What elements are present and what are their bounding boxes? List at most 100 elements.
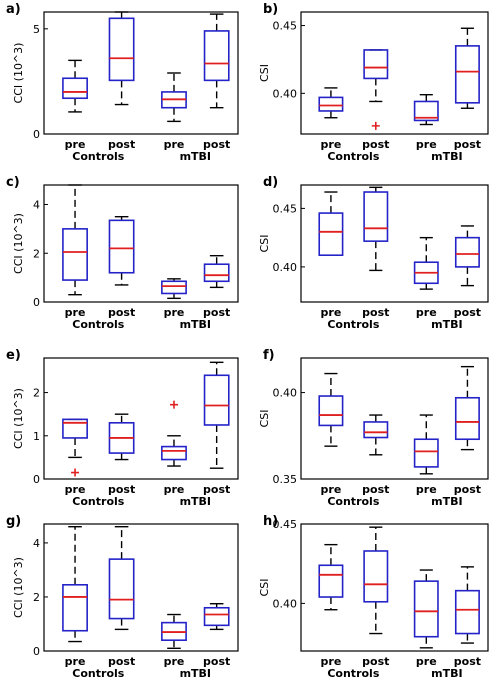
y-tick-label: 0.40 [273,87,298,100]
x-tick-label: pre [164,483,185,496]
iqr-box [203,374,230,426]
y-tick-label: 2 [33,387,40,400]
y-axis-label: CSI [258,579,271,597]
iqr-box [203,30,230,82]
x-tick-label: post [454,483,481,496]
box-2 [363,186,389,272]
iqr-box [203,606,230,627]
iqr-box [413,580,439,638]
x-tick-label: post [454,306,481,319]
axes-frame [300,357,489,480]
y-tick-label: 0.35 [273,473,298,486]
panel-letter: a) [6,2,21,17]
y-tick-label: 0 [33,473,40,486]
box-1 [318,372,344,447]
panel-letter: h) [263,514,278,529]
box-4 [203,361,230,469]
x-tick-label: post [454,655,481,668]
group-label-controls: Controls [327,150,379,163]
iqr-box [363,191,389,242]
x-tick-label: post [108,655,135,668]
panel-letter: b) [263,2,278,17]
y-tick-label: 1 [33,430,40,443]
box-3 [161,72,187,123]
x-tick-label: pre [321,138,342,151]
y-tick-label: 0 [33,296,40,309]
x-tick-label: post [454,138,481,151]
x-tick-label: pre [164,306,185,319]
x-tick-label: pre [416,655,437,668]
x-tick-label: pre [321,306,342,319]
box-2 [363,526,389,635]
panel-letter: c) [6,175,20,190]
box-3 [413,569,439,649]
y-tick-label: 2 [33,591,40,604]
box-4 [454,566,480,644]
box-1 [62,418,88,477]
axes-frame [43,523,239,652]
box-3 [413,93,439,126]
panel-letter: f) [263,348,275,363]
box-4 [454,225,480,287]
iqr-box [363,421,389,439]
x-tick-label: post [362,306,389,319]
box-4 [454,27,480,109]
box-1 [318,191,344,257]
iqr-box [108,219,135,274]
group-label-controls: Controls [72,318,124,331]
box-1 [318,543,344,611]
y-axis-label: CCI (10^3) [12,43,25,104]
iqr-box [108,558,135,620]
iqr-box [62,583,88,632]
outlier-marker [371,121,380,130]
axes-frame [300,523,489,652]
panel-letter: g) [6,514,21,529]
y-tick-label: 0.45 [273,20,298,33]
x-tick-label: post [203,483,230,496]
box-1 [62,59,88,113]
group-label-mtbi: mTBI [180,318,211,331]
y-axis-label: CCI (10^3) [12,557,25,618]
axes-frame [43,357,239,480]
y-axis-label: CCI (10^3) [12,213,25,274]
outlier-marker [169,400,178,409]
iqr-box [62,228,88,281]
box-2 [108,11,135,106]
box-3 [161,613,187,649]
y-tick-label: 0 [33,128,40,141]
x-tick-label: pre [416,306,437,319]
x-tick-label: pre [65,655,86,668]
x-tick-label: pre [65,306,86,319]
iqr-box [454,589,480,635]
group-label-mtbi: mTBI [431,318,462,331]
iqr-box [161,280,187,295]
x-tick-label: post [108,138,135,151]
x-tick-label: pre [164,655,185,668]
y-tick-label: 4 [33,537,40,550]
box-2 [363,414,389,456]
iqr-box [203,263,230,283]
iqr-box [318,96,344,112]
panel-letter: d) [263,175,278,190]
axes-frame [300,184,489,303]
x-tick-label: post [108,306,135,319]
iqr-box [318,395,344,427]
x-tick-label: pre [416,483,437,496]
iqr-box [363,49,389,80]
axes-frame [43,11,239,135]
group-label-mtbi: mTBI [431,150,462,163]
box-3 [413,236,439,290]
x-tick-label: post [203,138,230,151]
box-3 [161,278,187,300]
group-label-mtbi: mTBI [180,150,211,163]
y-axis-label: CSI [258,235,271,253]
x-tick-label: post [362,138,389,151]
group-label-controls: Controls [327,667,379,680]
x-tick-label: post [108,483,135,496]
y-tick-label: 0.40 [273,387,298,400]
